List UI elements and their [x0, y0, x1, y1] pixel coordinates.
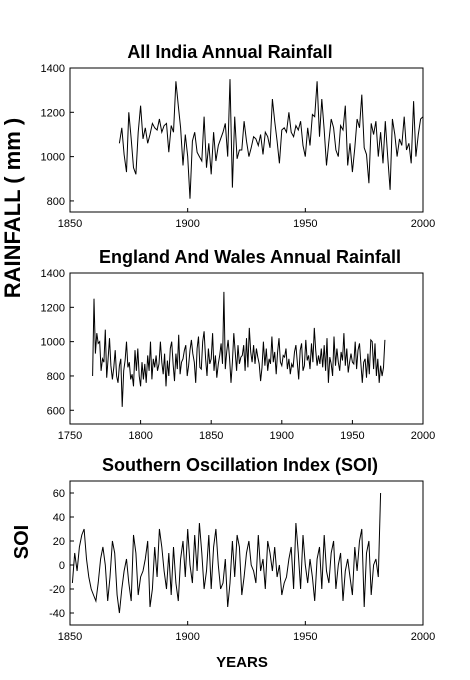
x-tick-label: 1900 [175, 631, 199, 643]
plot-frame [69, 67, 424, 213]
y-tick-label: 60 [53, 488, 65, 500]
x-tick-label: 2000 [411, 218, 435, 230]
x-tick-label: 1750 [58, 430, 82, 442]
y-tick-label: 1000 [41, 152, 65, 164]
y-tick-label: -40 [49, 608, 65, 620]
y-tick-label: 0 [59, 560, 65, 572]
panel-england-wales: England And Wales Annual Rainfall 1750 18… [41, 247, 436, 442]
x-tick-label: 1800 [128, 430, 152, 442]
y-tick-label: 40 [53, 512, 65, 524]
plot-frame [69, 272, 424, 425]
plot-frame [69, 480, 424, 626]
series-line [71, 492, 382, 614]
y-tick-label: -20 [49, 584, 65, 596]
x-tick-label: 1900 [175, 218, 199, 230]
x-tick-label: 1950 [293, 631, 317, 643]
y-tick-label: 1000 [41, 337, 65, 349]
x-tick-label: 1950 [340, 430, 364, 442]
y-tick-label: 800 [47, 371, 65, 383]
y-tick-label: 1400 [41, 268, 65, 280]
x-tick-label: 1850 [58, 631, 82, 643]
y-tick-label: 1200 [41, 302, 65, 314]
y-tick-label: 1400 [41, 63, 65, 75]
panel-all-india: All India Annual Rainfall 1850 1900 1950 20… [41, 42, 436, 230]
y-tick-label: 600 [47, 405, 65, 417]
x-tick-label: 2000 [411, 631, 435, 643]
x-tick-label: 2000 [411, 430, 435, 442]
panel-soi: Southern Oscillation Index (SOI) SOI 185… [11, 455, 435, 643]
series-line [118, 79, 424, 199]
soi-ylabel: SOI [11, 525, 33, 559]
series-line [92, 291, 386, 407]
panel-title: All India Annual Rainfall [127, 42, 332, 62]
y-tick-label: 800 [47, 196, 65, 208]
panel-title: England And Wales Annual Rainfall [99, 247, 401, 267]
x-tick-label: 1950 [293, 218, 317, 230]
axis-ticks: 1750 1800 1850 1900 1950 2000 600 800 1000 1200 14… [41, 268, 436, 442]
axis-ticks: 1850 1900 1950 2000 -40 -20 0 20 40 60 [49, 488, 435, 643]
x-tick-label: 1850 [58, 218, 82, 230]
y-tick-label: 20 [53, 536, 65, 548]
axis-ticks: 1850 1900 1950 2000 800 1000 1200 1400 [41, 63, 436, 230]
panel-title: Southern Oscillation Index (SOI) [102, 455, 378, 475]
x-tick-label: 1900 [270, 430, 294, 442]
y-tick-label: 1200 [41, 107, 65, 119]
x-tick-label: 1850 [199, 430, 223, 442]
shared-xlabel: YEARS [216, 654, 268, 671]
shared-ylabel: RAINFALL ( mm ) [0, 118, 25, 298]
